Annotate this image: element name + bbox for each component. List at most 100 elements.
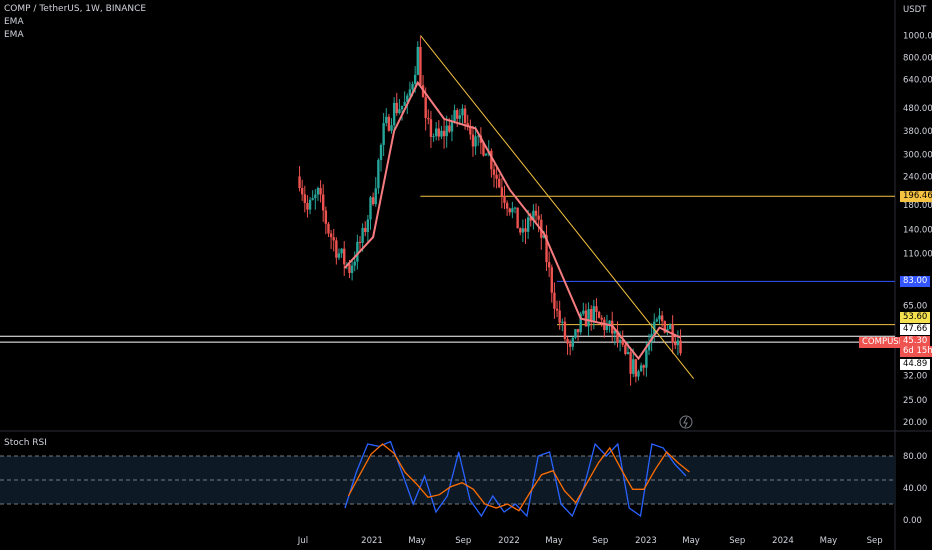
x-tick-label: 2024 — [772, 536, 794, 546]
candle-body — [340, 248, 343, 254]
candle-body — [524, 228, 527, 232]
candle-body — [316, 188, 320, 195]
trendline — [420, 35, 695, 380]
candle-body — [369, 197, 372, 220]
countdown-tag: 6d 15h — [900, 346, 932, 357]
candle-body — [343, 248, 346, 265]
price-tag-53: 53.60 — [900, 312, 931, 323]
flash-icon-circle — [679, 415, 693, 429]
candle-body — [542, 235, 546, 238]
candle-body — [626, 352, 630, 354]
candle-body — [526, 217, 530, 232]
candle-body — [529, 217, 532, 221]
candle-body — [553, 292, 556, 309]
candle-body — [621, 340, 624, 345]
y-tick-label: 640.00 — [903, 76, 932, 86]
candle-body — [400, 105, 404, 110]
candle-body — [505, 202, 509, 209]
x-tick-label: Sep — [867, 536, 883, 546]
x-tick-label: Jul — [297, 536, 308, 546]
y-tick-label: 240.00 — [903, 172, 932, 182]
ema-indicator-1-label[interactable]: EMA — [4, 17, 24, 27]
x-tick-label: Sep — [455, 536, 471, 546]
candle-body — [322, 194, 325, 211]
candle-body — [424, 97, 427, 119]
candle-body — [387, 116, 391, 131]
candle-body — [484, 153, 488, 156]
symbol-title[interactable]: COMP / TetherUS, 1W, BINANCE — [4, 4, 147, 14]
candle-body — [327, 223, 330, 234]
candle-body — [597, 311, 601, 318]
candle-body — [605, 324, 609, 331]
candle-body — [637, 371, 640, 377]
candle-body — [329, 233, 333, 238]
candle-body — [616, 330, 619, 343]
currency-label[interactable]: USDT — [903, 5, 927, 15]
candle-body — [395, 102, 398, 114]
candle-body — [450, 121, 454, 132]
candle-body — [624, 344, 627, 354]
candle-body — [477, 135, 480, 137]
candle-body — [568, 343, 572, 347]
ema-indicator-2-label[interactable]: EMA — [4, 30, 24, 40]
stoch-rsi-k-line — [344, 440, 687, 518]
candle-body — [364, 227, 367, 232]
x-tick-label: Sep — [592, 536, 608, 546]
candle-body — [516, 207, 519, 229]
candle-body — [419, 46, 422, 86]
y-tick-label: 380.00 — [903, 127, 932, 137]
candle-body — [358, 241, 362, 243]
candle-body — [458, 115, 462, 119]
candle-body — [645, 350, 648, 368]
candle-body — [632, 359, 635, 374]
candle-body — [658, 315, 661, 320]
price-tag-44: 44.89 — [900, 359, 931, 370]
candle-body — [634, 359, 638, 377]
candle-body — [308, 199, 312, 210]
candle-body — [629, 352, 632, 374]
symbol-tag: COMPUSDT — [859, 337, 914, 348]
candle-body — [655, 319, 659, 322]
candle-body — [456, 110, 459, 119]
candle-body — [406, 95, 409, 102]
candle-body — [679, 340, 682, 354]
candle-body — [300, 187, 304, 195]
candle-body — [579, 313, 582, 333]
candle-body — [432, 136, 435, 138]
candle-body — [534, 210, 538, 216]
candle-body — [574, 329, 577, 338]
candle-body — [398, 109, 401, 114]
candle-body — [600, 317, 603, 320]
stoch-rsi-title[interactable]: Stoch RSI — [4, 438, 47, 448]
candle-body — [374, 188, 377, 205]
candle-body — [306, 202, 309, 210]
y-tick-label: 800.00 — [903, 54, 932, 64]
candle-body — [613, 330, 617, 334]
last-price-tag: 45.30 — [900, 336, 931, 347]
candle-body — [508, 208, 511, 213]
candle-body — [469, 127, 472, 135]
candle-body — [639, 365, 643, 372]
candle-body — [434, 128, 438, 137]
y-tick-label: 1000.00 — [903, 31, 932, 41]
stoch-rsi-d-line — [347, 443, 690, 512]
candle-body — [471, 134, 475, 147]
x-tick-label: 2023 — [635, 536, 657, 546]
candle-body — [592, 306, 596, 322]
candle-body — [366, 219, 370, 232]
x-tick-label: Sep — [729, 536, 745, 546]
candle-body — [566, 338, 569, 344]
y-tick-label: 25.00 — [903, 396, 927, 406]
candle-body — [442, 130, 446, 137]
candle-body — [674, 342, 677, 346]
price-tag-196: 196.46 — [900, 191, 932, 202]
candle-body — [377, 159, 380, 189]
x-tick-label: May — [545, 536, 563, 546]
candle-body — [642, 365, 645, 368]
candle-body — [337, 253, 341, 258]
candle-body — [584, 310, 588, 327]
candle-body — [482, 142, 485, 156]
candle-body — [427, 118, 430, 120]
